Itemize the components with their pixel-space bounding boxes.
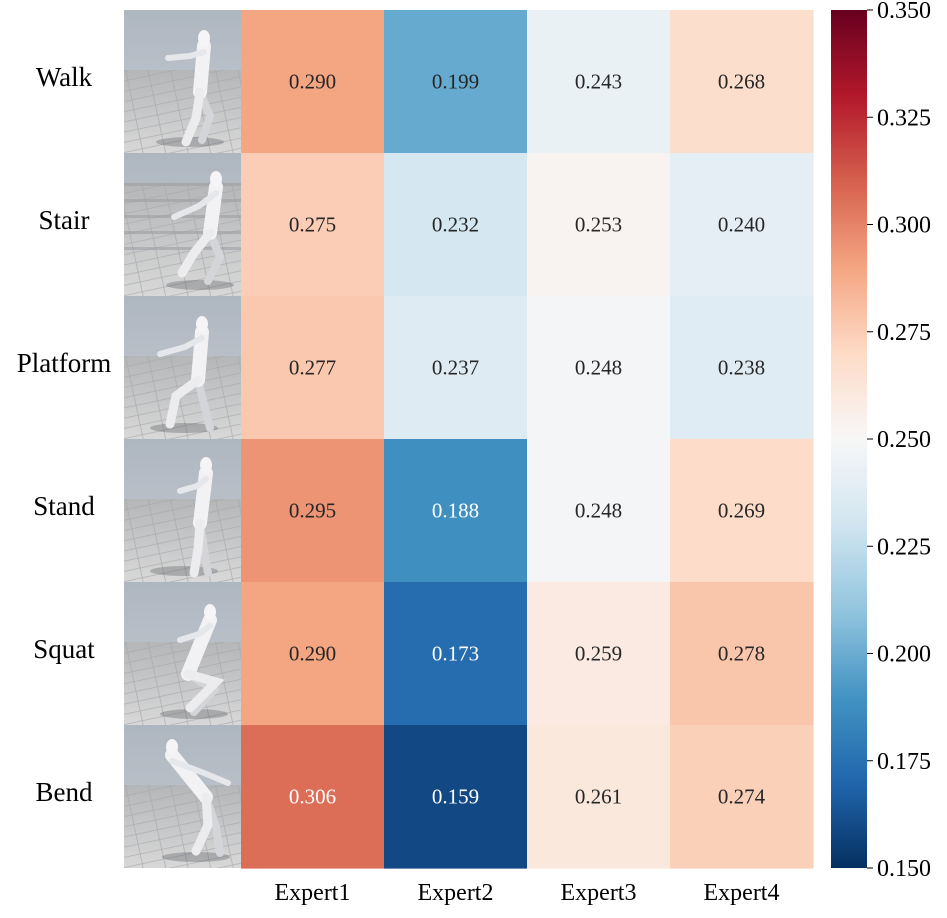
cell-squat-expert1 [241,582,385,726]
value-label-bend-expert1: 0.306 [289,785,336,809]
cell-stair-expert3 [527,153,671,297]
column-label-expert1: Expert1 [275,880,351,906]
colorbar-tick-label-8: 0.350 [877,0,931,24]
humanoid-walk-thumbnail [124,10,241,153]
colorbar-tick-label-4: 0.250 [877,427,931,453]
value-label-stand-expert4: 0.269 [718,499,765,523]
cell-walk-expert3 [527,10,671,154]
value-label-stair-expert1: 0.275 [289,213,336,237]
cell-stair-expert2 [384,153,528,297]
value-label-stand-expert2: 0.188 [432,499,479,523]
cell-stand-expert3 [527,439,671,583]
cell-platform-expert2 [384,296,528,440]
value-label-stair-expert4: 0.240 [718,213,765,237]
cell-bend-expert2 [384,725,528,869]
colorbar-tick-label-6: 0.300 [877,213,931,239]
cell-squat-expert2 [384,582,528,726]
row-label-stair: Stair [39,205,90,235]
cell-bend-expert1 [241,725,385,869]
value-label-squat-expert1: 0.290 [289,642,336,666]
value-label-squat-expert3: 0.259 [575,642,622,666]
colorbar-tick-label-5: 0.275 [877,320,931,346]
value-label-stair-expert2: 0.232 [432,213,479,237]
colorbar-tick-label-7: 0.325 [877,105,931,131]
value-label-walk-expert3: 0.243 [575,70,622,94]
humanoid-platform-thumbnail [124,296,241,439]
row-label-walk: Walk [36,62,93,92]
colorbar-tick-label-1: 0.175 [877,749,931,775]
heatmap-value-labels: 0.290 0.199 0.243 0.268 0.275 0.232 0.253 0.240… [289,70,766,809]
value-label-platform-expert2: 0.237 [432,356,479,380]
cell-stand-expert4 [670,439,814,583]
value-label-bend-expert3: 0.261 [575,785,622,809]
value-label-squat-expert2: 0.173 [432,642,479,666]
cell-squat-expert3 [527,582,671,726]
column-label-expert3: Expert3 [561,880,637,906]
value-label-walk-expert2: 0.199 [432,70,479,94]
value-label-stair-expert3: 0.253 [575,213,622,237]
cell-squat-expert4 [670,582,814,726]
humanoid-bend-thumbnail [124,725,241,868]
humanoid-squat-thumbnail [124,582,241,725]
cell-bend-expert4 [670,725,814,869]
row-labels: Walk Stair Platform Stand Squat Bend [17,62,112,807]
value-label-stand-expert1: 0.295 [289,499,336,523]
colorbar-tick-label-3: 0.225 [877,534,931,560]
value-label-bend-expert2: 0.159 [432,785,479,809]
cell-stair-expert1 [241,153,385,297]
cell-walk-expert4 [670,10,814,154]
cell-walk-expert1 [241,10,385,154]
cell-bend-expert3 [527,725,671,869]
column-labels: Expert1 Expert2 Expert3 Expert4 [275,880,780,906]
column-label-expert2: Expert2 [418,880,494,906]
column-label-expert4: Expert4 [704,880,780,906]
value-label-platform-expert1: 0.277 [289,356,336,380]
cell-walk-expert2 [384,10,528,154]
heatmap-cells [241,10,814,869]
colorbar-tick-label-0: 0.150 [877,856,931,882]
row-label-platform: Platform [17,348,112,378]
value-label-squat-expert4: 0.278 [718,642,765,666]
row-thumbnails [124,10,241,868]
cell-stand-expert1 [241,439,385,583]
row-label-stand: Stand [33,491,95,521]
cell-stair-expert4 [670,153,814,297]
value-label-stand-expert3: 0.248 [575,499,622,523]
value-label-walk-expert1: 0.290 [289,70,336,94]
humanoid-stand-thumbnail [124,439,241,582]
cell-stand-expert2 [384,439,528,583]
colorbar-tick-label-2: 0.200 [877,642,931,668]
cell-platform-expert1 [241,296,385,440]
value-label-walk-expert4: 0.268 [718,70,765,94]
humanoid-stair-thumbnail [124,153,241,296]
value-label-platform-expert3: 0.248 [575,356,622,380]
row-label-bend: Bend [36,777,93,807]
row-label-squat: Squat [33,634,95,664]
colorbar: 0.150 0.175 0.200 0.225 0.250 0.275 0.300 0.325… [831,0,931,882]
cell-platform-expert4 [670,296,814,440]
value-label-platform-expert4: 0.238 [718,356,765,380]
cell-platform-expert3 [527,296,671,440]
value-label-bend-expert4: 0.274 [718,785,766,809]
colorbar-gradient [831,10,867,868]
